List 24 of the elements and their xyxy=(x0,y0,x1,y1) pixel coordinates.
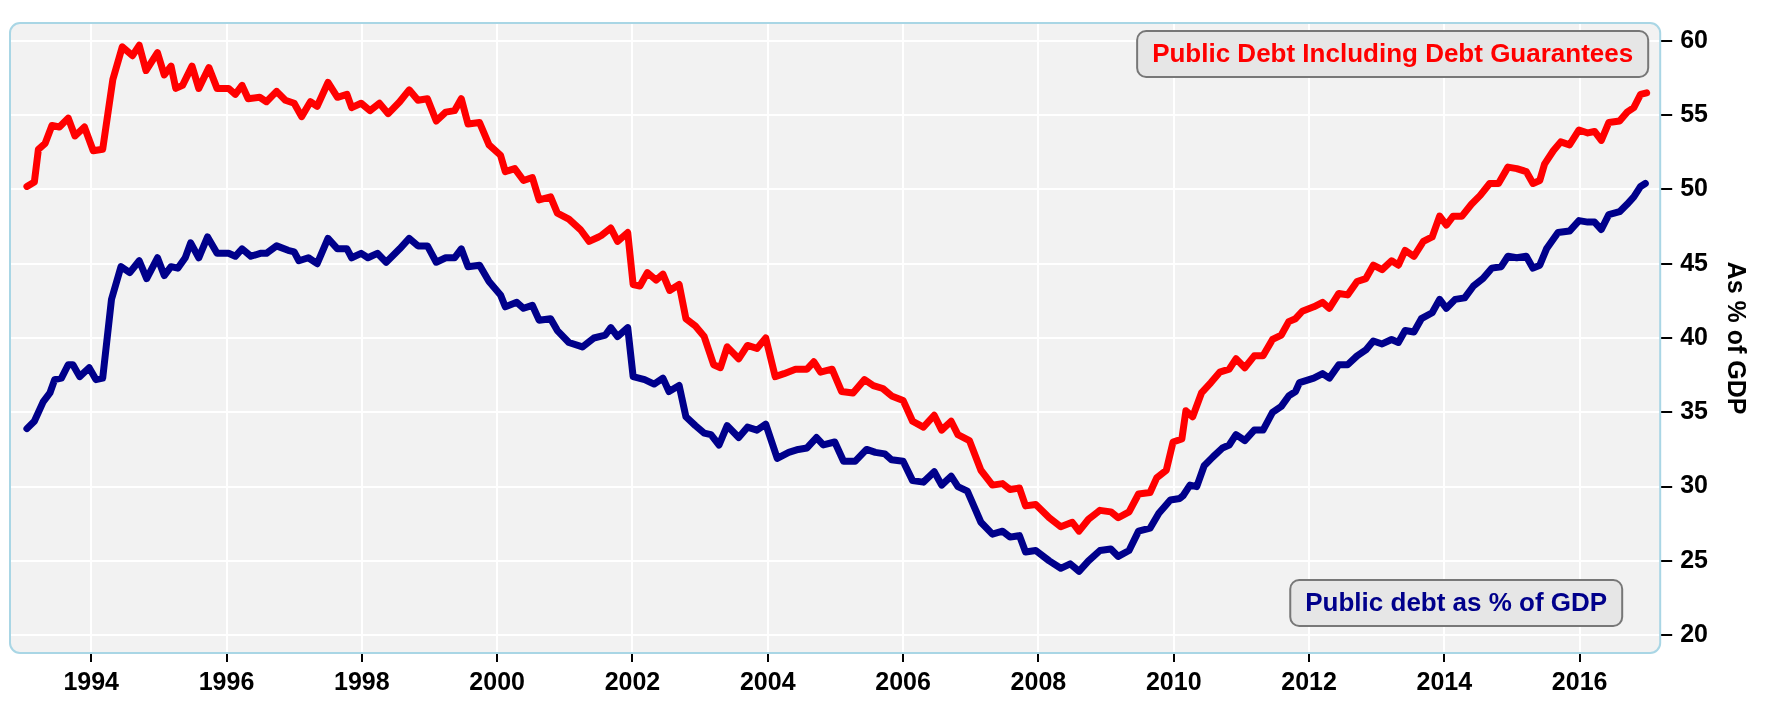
y-tick-label: 35 xyxy=(1680,396,1709,425)
y-tick-label: 40 xyxy=(1680,321,1708,350)
x-tick-label: 2014 xyxy=(1416,666,1473,695)
x-tick-label: 2008 xyxy=(1010,666,1067,695)
x-tick-label: 2010 xyxy=(1145,666,1202,695)
x-tick-label: 2012 xyxy=(1281,666,1337,695)
y-tick-label: 20 xyxy=(1680,619,1708,648)
x-tick-label: 2000 xyxy=(469,666,525,695)
y-tick-label: 45 xyxy=(1680,247,1709,276)
x-tick-label: 1998 xyxy=(334,666,390,695)
x-tick-label: 1996 xyxy=(198,666,255,695)
x-tick-label: 1994 xyxy=(63,666,120,695)
x-tick-label: 2016 xyxy=(1551,666,1608,695)
y-tick-label: 25 xyxy=(1680,544,1709,573)
x-tick-label: 2002 xyxy=(604,666,661,695)
y-axis-title: As % of GDP xyxy=(1723,261,1752,415)
text: Public debt as % of GDP xyxy=(1305,587,1608,618)
y-tick-label: 30 xyxy=(1680,470,1708,499)
series-label: Public Debt Including Debt Guarantees xyxy=(1152,38,1634,69)
y-tick-label: 50 xyxy=(1680,173,1708,202)
y-tick-label: 55 xyxy=(1680,99,1709,128)
y-tick-label: 60 xyxy=(1680,24,1708,53)
x-tick-label: 2006 xyxy=(875,666,931,695)
x-tick-label: 2004 xyxy=(739,666,796,695)
